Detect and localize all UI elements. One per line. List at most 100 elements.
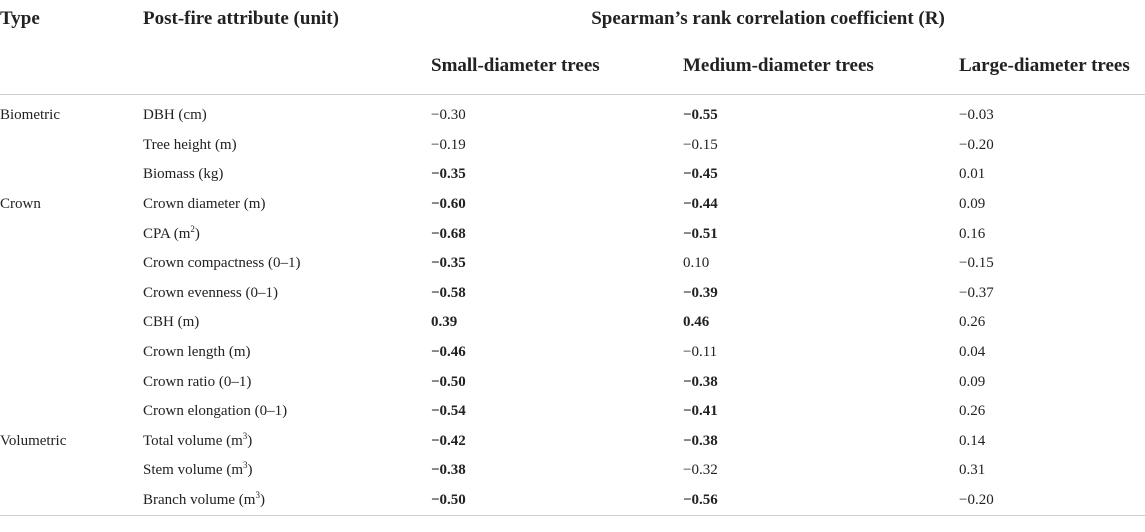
table-row: Volumetric Total volume (m3) −0.42 −0.38 0.1… bbox=[0, 427, 1145, 457]
attribute-label: Stem volume (m bbox=[143, 462, 243, 479]
cell-attribute: Crown compactness (0–1) bbox=[143, 249, 431, 279]
cell-large: 0.09 bbox=[959, 196, 986, 213]
unit-exponent: 3 bbox=[255, 490, 260, 501]
cell-type bbox=[0, 338, 143, 368]
cell-small: −0.68 bbox=[431, 225, 466, 242]
table-row: Crown length (m) −0.46 −0.11 0.04 bbox=[0, 338, 1145, 368]
cell-large: 0.04 bbox=[959, 344, 986, 361]
table-row: Crown Crown diameter (m) −0.60 −0.44 0.09 bbox=[0, 190, 1145, 220]
cell-medium: 0.10 bbox=[683, 255, 710, 272]
cell-attribute: Stem volume (m3) bbox=[143, 456, 431, 486]
cell-small: −0.54 bbox=[431, 403, 466, 420]
cell-type bbox=[0, 397, 143, 427]
table-row: CPA (m2) −0.68 −0.51 0.16 bbox=[0, 219, 1145, 249]
cell-medium: −0.45 bbox=[683, 166, 718, 183]
cell-medium: −0.41 bbox=[683, 403, 718, 420]
cell-large: −0.20 bbox=[959, 136, 994, 153]
cell-small: −0.38 bbox=[431, 462, 466, 479]
cell-attribute: Crown length (m) bbox=[143, 338, 431, 368]
cell-medium: −0.39 bbox=[683, 284, 718, 301]
attribute-label: Total volume (m bbox=[143, 432, 243, 449]
cell-attribute: CPA (m2) bbox=[143, 219, 431, 249]
attribute-label: Crown diameter (m) bbox=[143, 196, 266, 213]
table-row: Crown ratio (0–1) −0.50 −0.38 0.09 bbox=[0, 367, 1145, 397]
cell-medium: −0.55 bbox=[683, 107, 718, 124]
cell-small: −0.50 bbox=[431, 373, 466, 390]
cell-medium: 0.46 bbox=[683, 314, 710, 331]
cell-large: 0.31 bbox=[959, 462, 986, 479]
cell-medium: −0.44 bbox=[683, 196, 718, 213]
cell-medium: −0.38 bbox=[683, 373, 718, 390]
cell-attribute: Crown ratio (0–1) bbox=[143, 367, 431, 397]
cell-attribute: Crown elongation (0–1) bbox=[143, 397, 431, 427]
cell-type bbox=[0, 219, 143, 249]
attribute-label-tail: ) bbox=[194, 225, 200, 242]
cell-small: −0.60 bbox=[431, 196, 466, 213]
header-type: Type bbox=[0, 8, 40, 29]
attribute-label-tail: ) bbox=[247, 432, 253, 449]
attribute-label: Crown length (m) bbox=[143, 344, 251, 361]
cell-large: 0.16 bbox=[959, 225, 986, 242]
cell-attribute: Crown evenness (0–1) bbox=[143, 279, 431, 309]
cell-medium: −0.56 bbox=[683, 485, 959, 517]
unit-exponent: 3 bbox=[242, 430, 248, 441]
cell-attribute: DBH (cm) bbox=[143, 101, 431, 131]
header-row-sub: Small-diameter trees Medium-diameter tre… bbox=[0, 38, 1145, 95]
cell-attribute: Total volume (m3) bbox=[143, 427, 431, 457]
cell-medium: −0.51 bbox=[683, 225, 718, 242]
cell-small: −0.58 bbox=[431, 284, 466, 301]
attribute-label: DBH (cm) bbox=[143, 107, 207, 124]
attribute-label-tail: ) bbox=[247, 462, 253, 479]
header-attribute: Post-fire attribute (unit) bbox=[143, 8, 339, 29]
table-body: Biometric DBH (cm) −0.30 −0.55 −0.03 Tree hei… bbox=[0, 95, 1145, 517]
cell-large: 0.14 bbox=[959, 432, 986, 449]
unit-exponent: 2 bbox=[190, 223, 195, 234]
attribute-label: Crown evenness (0–1) bbox=[143, 284, 278, 301]
table-row: Biomass (kg) −0.35 −0.45 0.01 bbox=[0, 160, 1145, 190]
cell-large: −0.15 bbox=[959, 255, 994, 272]
correlation-table: Type Post-fire attribute (unit) Spearman… bbox=[0, 8, 1145, 517]
table-row: Stem volume (m3) −0.38 −0.32 0.31 bbox=[0, 456, 1145, 486]
cell-type bbox=[0, 367, 143, 397]
header-small-trees: Small-diameter trees bbox=[431, 55, 600, 76]
attribute-label: Crown elongation (0–1) bbox=[143, 403, 288, 420]
cell-type: Biometric bbox=[0, 107, 60, 124]
cell-small: −0.19 bbox=[431, 136, 466, 153]
header-coefficient: Spearman’s rank correlation coefficient … bbox=[591, 8, 945, 29]
cell-type bbox=[0, 308, 143, 338]
cell-type bbox=[0, 131, 143, 161]
attribute-label: Biomass (kg) bbox=[143, 166, 224, 183]
cell-attribute: Biomass (kg) bbox=[143, 160, 431, 190]
cell-large: 0.26 bbox=[959, 403, 986, 420]
table-row: Crown compactness (0–1) −0.35 0.10 −0.15 bbox=[0, 249, 1145, 279]
attribute-label: Crown ratio (0–1) bbox=[143, 373, 252, 390]
cell-attribute: Tree height (m) bbox=[143, 131, 431, 161]
cell-large: 0.26 bbox=[959, 314, 986, 331]
cell-medium: −0.15 bbox=[683, 136, 718, 153]
cell-large: −0.37 bbox=[959, 284, 994, 301]
cell-small: 0.39 bbox=[431, 314, 458, 331]
header-large-trees: Large-diameter trees bbox=[959, 55, 1130, 76]
attribute-label: Crown compactness (0–1) bbox=[143, 255, 301, 272]
attribute-label: Branch volume (m bbox=[143, 492, 256, 509]
cell-small: −0.50 bbox=[431, 485, 683, 517]
attribute-label: CPA (m bbox=[143, 225, 191, 242]
cell-type bbox=[0, 279, 143, 309]
cell-type bbox=[0, 160, 143, 190]
table-row: Biometric DBH (cm) −0.30 −0.55 −0.03 bbox=[0, 101, 1145, 131]
cell-small: −0.30 bbox=[431, 107, 466, 124]
cell-type bbox=[0, 249, 143, 279]
attribute-label: Tree height (m) bbox=[143, 136, 237, 153]
cell-large: −0.03 bbox=[959, 107, 994, 124]
cell-medium: −0.11 bbox=[683, 344, 718, 361]
cell-large: 0.09 bbox=[959, 373, 986, 390]
cell-large: −0.20 bbox=[959, 485, 1145, 517]
unit-exponent: 3 bbox=[243, 460, 248, 471]
attribute-label: CBH (m) bbox=[143, 314, 200, 331]
cell-large: 0.01 bbox=[959, 166, 986, 183]
cell-type bbox=[0, 456, 143, 486]
table-row: Crown elongation (0–1) −0.54 −0.41 0.26 bbox=[0, 397, 1145, 427]
table-row: Crown evenness (0–1) −0.58 −0.39 −0.37 bbox=[0, 279, 1145, 309]
attribute-label-tail: ) bbox=[259, 492, 265, 509]
cell-type: Crown bbox=[0, 196, 41, 213]
